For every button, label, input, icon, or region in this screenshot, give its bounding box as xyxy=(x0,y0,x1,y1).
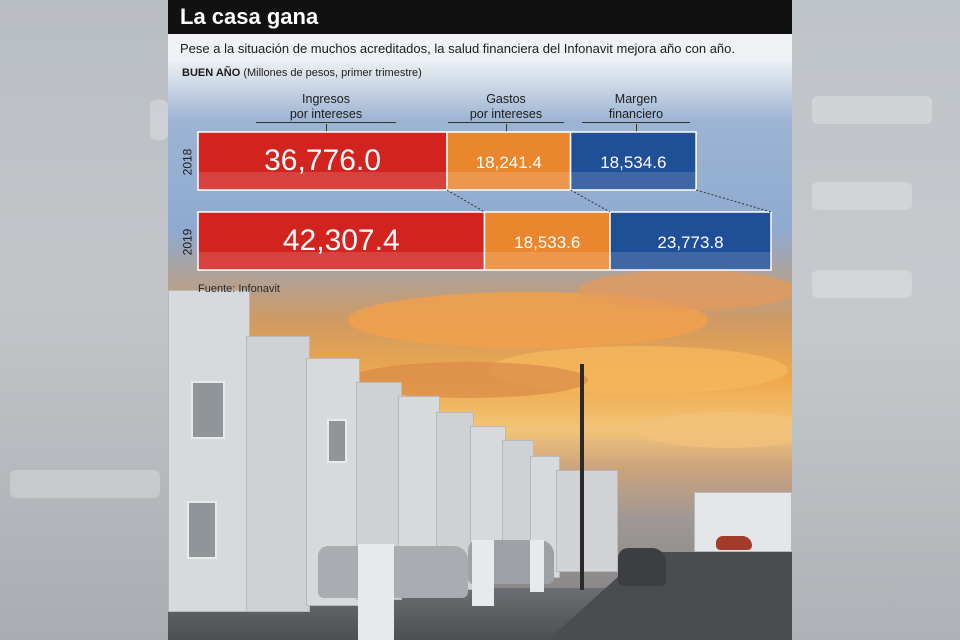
label-gastos-tick xyxy=(506,124,507,133)
house xyxy=(246,336,310,612)
bar-2018-0 xyxy=(197,131,448,191)
year-label-2018: 2018 xyxy=(180,148,195,176)
bar-2018-1 xyxy=(446,131,572,191)
year-label-2019: 2019 xyxy=(180,228,195,256)
label-gastos-line2: por intereses xyxy=(448,107,564,123)
connector-0 xyxy=(446,189,485,213)
source-note: Fuente: Infonavit xyxy=(198,283,280,295)
house xyxy=(168,290,250,612)
label-margen-line2: financiero xyxy=(582,107,690,123)
sunset-clouds xyxy=(348,270,792,448)
bar-2018-2 xyxy=(569,131,697,191)
bar-2019-0 xyxy=(197,211,486,271)
connector-1 xyxy=(570,189,611,213)
bar-label-2019-2: 23,773.8 xyxy=(657,233,723,252)
pillar xyxy=(530,540,544,592)
bar-2019-2 xyxy=(609,211,772,271)
label-margen: Margen financiero xyxy=(582,92,690,123)
bar-label-2019-1: 18,533.6 xyxy=(514,233,580,252)
label-gastos: Gastos por intereses xyxy=(448,92,564,123)
infographic: La casa gana Pese a la situación de much… xyxy=(168,0,792,640)
bar-label-2019-0: 42,307.4 xyxy=(283,224,400,257)
bar-label-2018-0: 36,776.0 xyxy=(264,144,381,177)
car xyxy=(618,548,666,586)
bar-label-2018-1: 18,241.4 xyxy=(476,153,542,172)
house xyxy=(556,470,618,572)
label-ingresos-tick xyxy=(326,124,327,133)
chart-units: (Millones de pesos, primer trimestre) xyxy=(240,67,422,79)
title-bar: La casa gana xyxy=(168,0,792,34)
label-gastos-line1: Gastos xyxy=(486,92,526,106)
page-title: La casa gana xyxy=(180,4,319,29)
bar-2019-1 xyxy=(483,211,611,271)
chart-caption: BUEN AÑO (Millones de pesos, primer trim… xyxy=(182,67,422,79)
label-ingresos-line1: Ingresos xyxy=(302,92,350,106)
label-margen-tick xyxy=(636,124,637,133)
pillar xyxy=(472,540,494,606)
label-margen-line1: Margen xyxy=(614,92,658,106)
pillar xyxy=(358,544,394,640)
blurred-background-left xyxy=(0,0,168,640)
blurred-background-right xyxy=(792,0,960,640)
car xyxy=(716,536,752,550)
label-ingresos: Ingresos por intereses xyxy=(256,92,396,123)
label-ingresos-line2: por intereses xyxy=(256,107,396,123)
bar-label-2018-2: 18,534.6 xyxy=(600,153,666,172)
chart: 36,776.0 18,241.4 18,534.6 42,307.4 18,533.6… xyxy=(197,131,772,271)
subtitle: Pese a la situación de muchos acreditado… xyxy=(180,41,736,56)
street-lamp xyxy=(580,364,584,590)
chart-title: BUEN AÑO xyxy=(182,67,241,79)
connector-2 xyxy=(695,189,772,213)
